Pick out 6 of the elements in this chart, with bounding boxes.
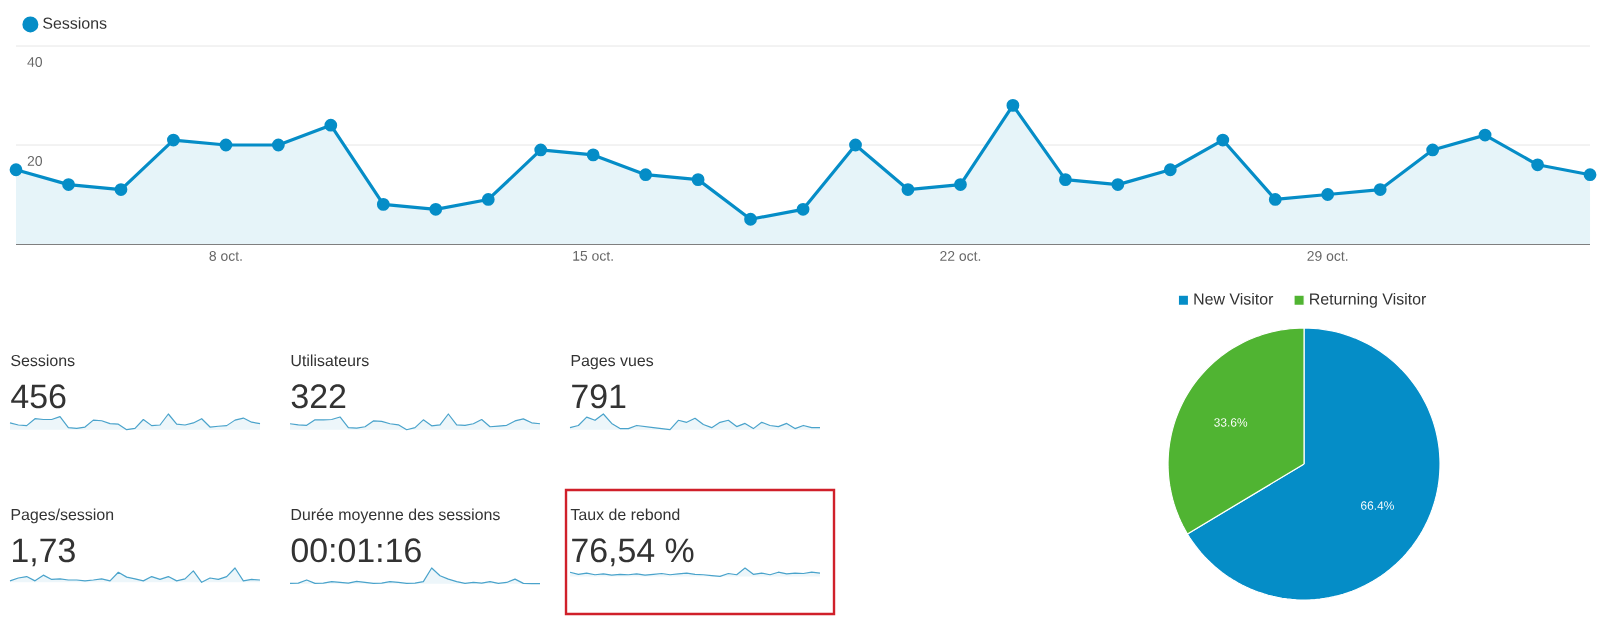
chart-subtitle: 1,73 xyxy=(13,538,75,567)
chart-subtitle: 791 xyxy=(572,384,626,409)
chart-subtitle: 00:01:16 xyxy=(291,538,421,563)
chart-subtitle: 456 xyxy=(11,384,66,409)
chart-subtitle: 322 xyxy=(291,384,346,409)
chart-subtitle: 76,54 % xyxy=(572,538,694,567)
